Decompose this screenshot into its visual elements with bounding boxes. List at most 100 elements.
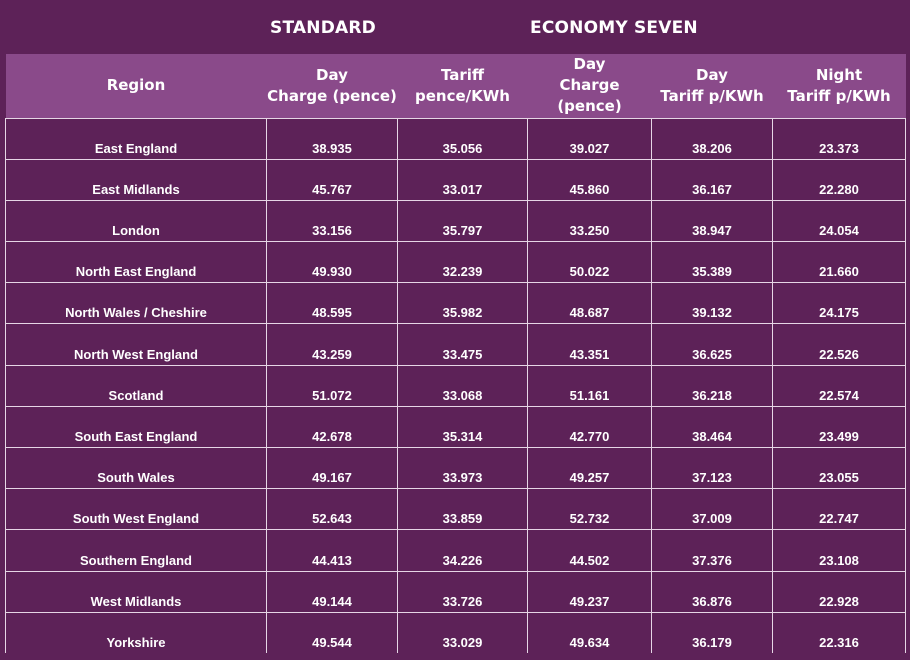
header-line-2: Tariff p/KWh xyxy=(660,86,764,105)
cell-economy-day-tariff: 36.218 xyxy=(651,364,773,407)
cell-standard-tariff: 33.068 xyxy=(397,364,528,407)
cell-standard-tariff: 33.017 xyxy=(397,158,528,201)
table-row: North West England 43.259 33.475 43.351 36.6… xyxy=(5,323,906,366)
cell-region: Southern England xyxy=(5,529,267,572)
cell-standard-day-charge: 38.935 xyxy=(266,117,398,160)
header-standard-tariff: Tariff pence/KWh xyxy=(398,54,528,118)
cell-economy-night-tariff: 23.108 xyxy=(772,529,906,572)
header-region-label: Region xyxy=(106,76,166,95)
cell-standard-tariff: 33.973 xyxy=(397,446,528,490)
header-line-2: Tariff p/KWh xyxy=(787,86,891,105)
cell-economy-day-tariff: 37.376 xyxy=(651,529,773,572)
cell-region: London xyxy=(5,199,267,243)
cell-economy-day-tariff: 37.123 xyxy=(651,446,773,490)
header-standard-day-charge: Day Charge (pence) xyxy=(267,54,398,118)
cell-region: Scotland xyxy=(5,364,267,407)
cell-economy-day-tariff: 39.132 xyxy=(651,282,773,325)
cell-economy-day-tariff: 36.876 xyxy=(651,570,773,613)
cell-economy-night-tariff: 24.054 xyxy=(772,199,906,243)
cell-economy-day-charge: 49.237 xyxy=(527,570,652,613)
table-row: North Wales / Cheshire 48.595 35.982 48.687… xyxy=(5,282,906,325)
cell-region: East England xyxy=(5,117,267,160)
header-row: Region Day Charge (pence) Tariff pence/K… xyxy=(5,54,906,118)
cell-standard-day-charge: 43.259 xyxy=(266,323,398,366)
table-row: South Wales 49.167 33.973 49.257 37.123 23.05… xyxy=(5,446,906,490)
cell-economy-night-tariff: 22.316 xyxy=(772,611,906,654)
header-economy-day-charge: Day Charge (pence) xyxy=(528,54,652,118)
cell-standard-tariff: 35.056 xyxy=(397,117,528,160)
table-header: Region Day Charge (pence) Tariff pence/K… xyxy=(5,54,906,118)
cell-standard-tariff: 35.314 xyxy=(397,405,528,449)
cell-standard-day-charge: 49.930 xyxy=(266,241,398,284)
cell-economy-day-tariff: 35.389 xyxy=(651,241,773,284)
header-line-1: Day xyxy=(696,65,728,84)
cell-region: North East England xyxy=(5,241,267,284)
cell-economy-day-charge: 33.250 xyxy=(527,199,652,243)
cell-region: South Wales xyxy=(5,446,267,490)
cell-standard-tariff: 35.797 xyxy=(397,199,528,243)
cell-economy-day-tariff: 36.167 xyxy=(651,158,773,201)
cell-region: Yorkshire xyxy=(5,611,267,654)
header-line-2: Charge (pence) xyxy=(267,86,397,105)
tariff-table: Region Day Charge (pence) Tariff pence/K… xyxy=(5,54,906,654)
cell-economy-day-charge: 52.732 xyxy=(527,488,652,531)
cell-economy-day-charge: 48.687 xyxy=(527,282,652,325)
cell-standard-day-charge: 52.643 xyxy=(266,488,398,531)
table-row: South East England 42.678 35.314 42.770 38.4… xyxy=(5,405,906,449)
cell-economy-night-tariff: 23.055 xyxy=(772,446,906,490)
cell-economy-night-tariff: 22.747 xyxy=(772,488,906,531)
cell-economy-night-tariff: 22.526 xyxy=(772,323,906,366)
cell-standard-tariff: 33.859 xyxy=(397,488,528,531)
table-row: Scotland 51.072 33.068 51.161 36.218 22.574 xyxy=(5,364,906,407)
cell-standard-tariff: 33.029 xyxy=(397,611,528,654)
cell-economy-day-charge: 43.351 xyxy=(527,323,652,366)
cell-economy-day-charge: 39.027 xyxy=(527,117,652,160)
cell-standard-day-charge: 42.678 xyxy=(266,405,398,449)
cell-region: North West England xyxy=(5,323,267,366)
header-economy-day-tariff: Day Tariff p/KWh xyxy=(652,54,773,118)
cell-economy-day-charge: 44.502 xyxy=(527,529,652,572)
group-label-economy-seven: ECONOMY SEVEN xyxy=(530,18,698,38)
cell-standard-day-charge: 49.144 xyxy=(266,570,398,613)
header-line-1: Night xyxy=(815,65,863,84)
cell-standard-day-charge: 49.544 xyxy=(266,611,398,654)
cell-region: South West England xyxy=(5,488,267,531)
table-row: London 33.156 35.797 33.250 38.947 24.054 xyxy=(5,199,906,243)
cell-region: South East England xyxy=(5,405,267,449)
cell-economy-day-charge: 49.634 xyxy=(527,611,652,654)
cell-economy-day-charge: 42.770 xyxy=(527,405,652,449)
cell-region: East Midlands xyxy=(5,158,267,201)
table-body: East England 38.935 35.056 39.027 38.206 23.3… xyxy=(5,117,906,654)
table-row: East Midlands 45.767 33.017 45.860 36.167 22.… xyxy=(5,158,906,201)
cell-economy-day-charge: 51.161 xyxy=(527,364,652,407)
cell-region: North Wales / Cheshire xyxy=(5,282,267,325)
cell-region: West Midlands xyxy=(5,570,267,613)
cell-standard-tariff: 35.982 xyxy=(397,282,528,325)
cell-standard-day-charge: 49.167 xyxy=(266,446,398,490)
cell-economy-night-tariff: 23.373 xyxy=(772,117,906,160)
table-row: Yorkshire 49.544 33.029 49.634 36.179 22.316 xyxy=(5,611,906,654)
cell-standard-day-charge: 33.156 xyxy=(266,199,398,243)
cell-economy-night-tariff: 22.574 xyxy=(772,364,906,407)
table-row: Southern England 44.413 34.226 44.502 37.376… xyxy=(5,529,906,572)
header-line-2: Charge (pence) xyxy=(557,76,622,116)
cell-standard-tariff: 33.475 xyxy=(397,323,528,366)
cell-economy-day-charge: 45.860 xyxy=(527,158,652,201)
cell-economy-day-tariff: 38.947 xyxy=(651,199,773,243)
cell-economy-night-tariff: 22.280 xyxy=(772,158,906,201)
cell-economy-day-charge: 49.257 xyxy=(527,446,652,490)
header-line-1: Day xyxy=(573,55,606,74)
cell-standard-tariff: 34.226 xyxy=(397,529,528,572)
cell-standard-day-charge: 45.767 xyxy=(266,158,398,201)
cell-economy-day-tariff: 36.625 xyxy=(651,323,773,366)
group-label-standard: STANDARD xyxy=(270,18,376,38)
cell-economy-night-tariff: 24.175 xyxy=(772,282,906,325)
header-region: Region xyxy=(6,54,267,118)
tariff-table-container: Region Day Charge (pence) Tariff pence/K… xyxy=(5,54,906,655)
table-row: North East England 49.930 32.239 50.022 35.3… xyxy=(5,241,906,284)
cell-standard-day-charge: 44.413 xyxy=(266,529,398,572)
table-row: East England 38.935 35.056 39.027 38.206 23.3… xyxy=(5,117,906,160)
cell-standard-day-charge: 48.595 xyxy=(266,282,398,325)
table-row: West Midlands 49.144 33.726 49.237 36.876 22.… xyxy=(5,570,906,613)
cell-standard-tariff: 32.239 xyxy=(397,241,528,284)
